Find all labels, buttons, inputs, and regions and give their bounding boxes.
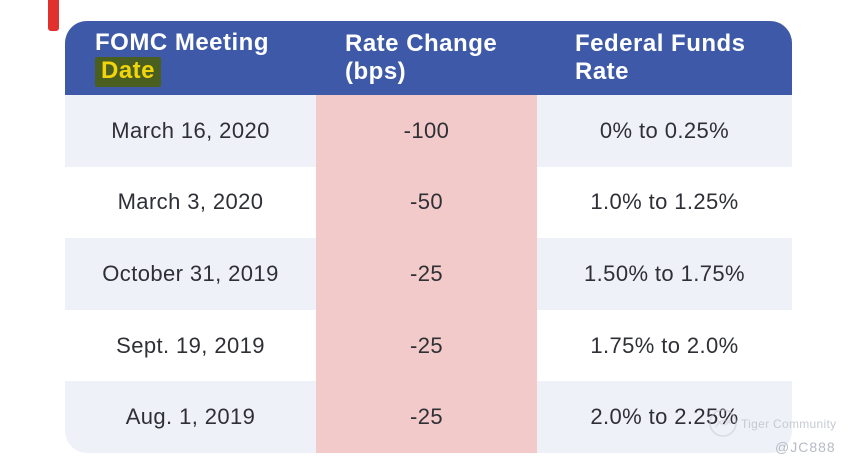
fed-funds-rate-cell: 0% to 0.25% (537, 95, 792, 167)
fomc-rate-table: FOMC Meeting Date Rate Change (bps) Fede… (65, 21, 792, 453)
rate-change-cell: -50 (316, 166, 537, 239)
header-fed-funds-rate: Federal Funds Rate (537, 21, 792, 95)
header-rate-change: Rate Change (bps) (316, 21, 537, 95)
table-header-row: FOMC Meeting Date Rate Change (bps) Fede… (65, 21, 792, 95)
header-fed-funds-line2: Rate (575, 58, 630, 85)
header-meeting-date-line1: FOMC Meeting (95, 28, 269, 56)
table-row: October 31, 2019 -25 1.50% to 1.75% (65, 238, 792, 310)
header-meeting-date: FOMC Meeting Date (65, 21, 316, 95)
rate-change-cell: -25 (316, 238, 537, 310)
table-body: March 16, 2020 -100 0% to 0.25% March 3,… (65, 95, 792, 453)
red-clipped-decor (48, 0, 59, 31)
rate-change-cell: -25 (316, 381, 537, 453)
table-row: Aug. 1, 2019 -25 2.0% to 2.25% (65, 381, 792, 453)
meeting-date-cell: March 3, 2020 (117, 189, 264, 215)
fed-funds-rate-cell: 1.75% to 2.0% (590, 332, 739, 358)
rate-change-cell: -100 (316, 95, 537, 167)
header-fed-funds-line1: Federal Funds (575, 29, 746, 57)
fed-funds-rate-cell: 1.50% to 1.75% (537, 238, 792, 310)
fed-funds-rate-cell: 2.0% to 2.25% (537, 381, 792, 453)
meeting-date-cell: March 16, 2020 (65, 95, 316, 167)
header-rate-change-line2: (bps) (345, 58, 407, 85)
header-rate-change-line1: Rate Change (345, 29, 498, 57)
meeting-date-cell: October 31, 2019 (65, 238, 316, 310)
rate-change-cell: -25 (316, 309, 537, 382)
table-row: March 16, 2020 -100 0% to 0.25% (65, 95, 792, 167)
header-date-highlight: Date (95, 57, 162, 88)
table-row: March 3, 2020 -50 1.0% to 1.25% (65, 166, 792, 239)
meeting-date-cell: Aug. 1, 2019 (65, 381, 316, 453)
table-row: Sept. 19, 2019 -25 1.75% to 2.0% (65, 309, 792, 382)
fed-funds-rate-cell: 1.0% to 1.25% (590, 189, 739, 215)
meeting-date-cell: Sept. 19, 2019 (116, 332, 265, 358)
